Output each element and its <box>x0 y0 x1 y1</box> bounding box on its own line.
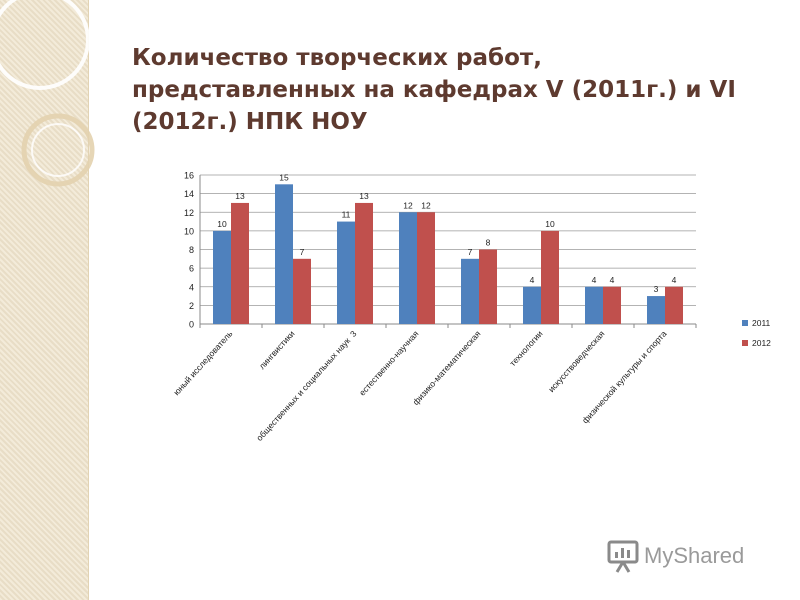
bar-2011 <box>275 184 293 324</box>
legend-swatch-2012 <box>742 340 748 346</box>
data-label: 3 <box>654 284 659 294</box>
data-label: 11 <box>342 210 351 220</box>
legend-label: 2012 <box>752 338 771 348</box>
y-tick-label: 4 <box>189 282 194 292</box>
data-label: 4 <box>592 275 597 285</box>
bar-2011 <box>213 230 231 324</box>
myshared-logo: MyShared <box>607 540 744 573</box>
y-tick-label: 6 <box>189 264 194 274</box>
y-tick-label: 8 <box>189 245 194 255</box>
bar-2012 <box>665 286 683 324</box>
bar-2012 <box>417 212 435 324</box>
data-label: 12 <box>403 200 413 210</box>
watermark-text: MyShared <box>644 543 744 568</box>
data-label: 10 <box>217 219 227 229</box>
slide-title: Количество творческих работ, представлен… <box>132 45 736 135</box>
bar-2012 <box>293 258 311 324</box>
data-label: 4 <box>672 275 677 285</box>
bar-2012 <box>541 230 559 324</box>
data-label: 7 <box>468 247 473 257</box>
bar-2011 <box>337 221 355 324</box>
bar-2012 <box>603 286 621 324</box>
bar-2011 <box>585 286 603 324</box>
data-label: 4 <box>610 275 615 285</box>
y-tick-label: 16 <box>184 171 194 181</box>
data-label: 7 <box>300 247 305 257</box>
data-label: 13 <box>235 191 245 201</box>
y-tick-label: 12 <box>184 208 194 218</box>
bar-2012 <box>231 202 249 324</box>
bar-2011 <box>523 286 541 324</box>
data-label: 8 <box>486 238 491 248</box>
x-category-label: общественных и социальных наук 3 <box>254 328 358 442</box>
legend-swatch-2011 <box>742 320 748 326</box>
data-label: 13 <box>359 191 369 201</box>
presentation-board-icon <box>607 540 639 573</box>
bar-2011 <box>399 212 417 324</box>
bar-chart: 0 2 4 6 8 10 12 14 16 10 13 юный исследователь 15 7 ли… <box>171 171 771 443</box>
x-category-label: юный исследователь <box>171 328 235 397</box>
y-tick-label: 2 <box>189 301 194 311</box>
y-tick-label: 0 <box>189 320 194 330</box>
data-label: 12 <box>421 200 431 210</box>
y-tick-label: 14 <box>184 189 194 199</box>
data-label: 4 <box>530 275 535 285</box>
data-label: 10 <box>545 219 555 229</box>
bar-2011 <box>461 258 479 324</box>
bar-2012 <box>479 249 497 324</box>
x-category-label: искусствоведческая <box>546 328 607 394</box>
bar-2011 <box>647 296 665 324</box>
data-label: 15 <box>279 172 289 182</box>
decorative-side-strip <box>0 0 89 600</box>
legend-label: 2011 <box>752 318 771 328</box>
x-category-label: естественно-научная <box>357 328 421 397</box>
y-tick-label: 10 <box>184 226 194 236</box>
x-category-label: технологии <box>507 328 544 368</box>
x-category-label: лингвистики <box>257 328 297 371</box>
x-category-label: физико-математическая <box>411 328 483 407</box>
bar-2012 <box>355 202 373 324</box>
decorative-circles <box>0 0 95 187</box>
